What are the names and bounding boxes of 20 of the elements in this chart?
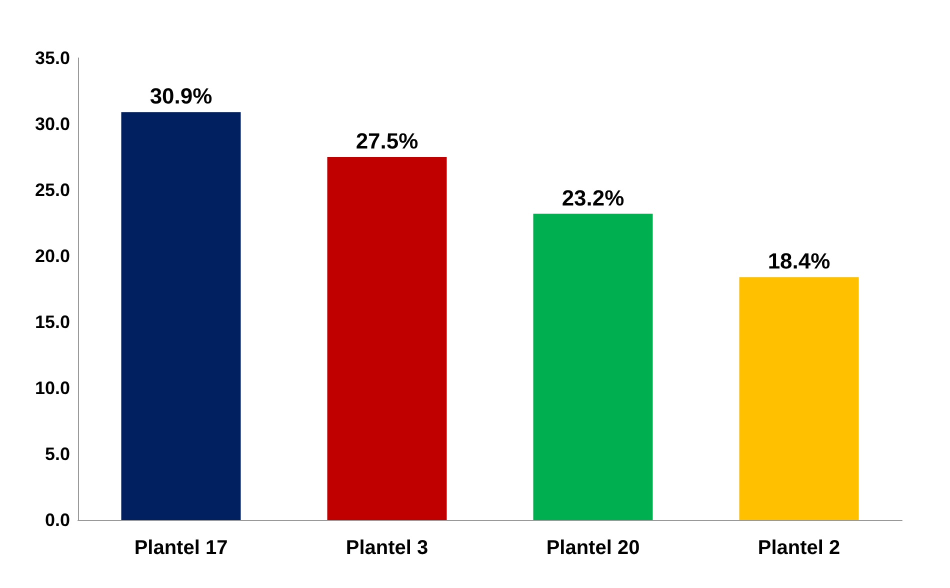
x-tick-label: Plantel 3 bbox=[346, 537, 428, 559]
x-tick-label: Plantel 20 bbox=[546, 537, 640, 559]
y-tick-label: 15.0 bbox=[34, 312, 70, 332]
x-tick-label: Plantel 2 bbox=[758, 537, 840, 559]
bar bbox=[739, 277, 859, 520]
bar bbox=[327, 157, 447, 520]
x-tick-label: Plantel 17 bbox=[134, 537, 228, 559]
y-tick-label: 5.0 bbox=[44, 444, 70, 464]
y-tick-label: 35.0 bbox=[34, 48, 70, 68]
y-tick-label: 0.0 bbox=[44, 510, 70, 530]
bar bbox=[533, 214, 653, 520]
y-tick-label: 10.0 bbox=[34, 378, 70, 398]
data-label: 30.9% bbox=[150, 84, 212, 109]
data-label: 27.5% bbox=[356, 128, 418, 154]
y-tick-label: 30.0 bbox=[34, 114, 70, 134]
y-tick-label: 25.0 bbox=[34, 180, 70, 200]
y-tick-label: 20.0 bbox=[34, 246, 70, 266]
data-label: 18.4% bbox=[768, 248, 830, 274]
data-label: 23.2% bbox=[562, 185, 624, 210]
bar bbox=[121, 112, 241, 520]
